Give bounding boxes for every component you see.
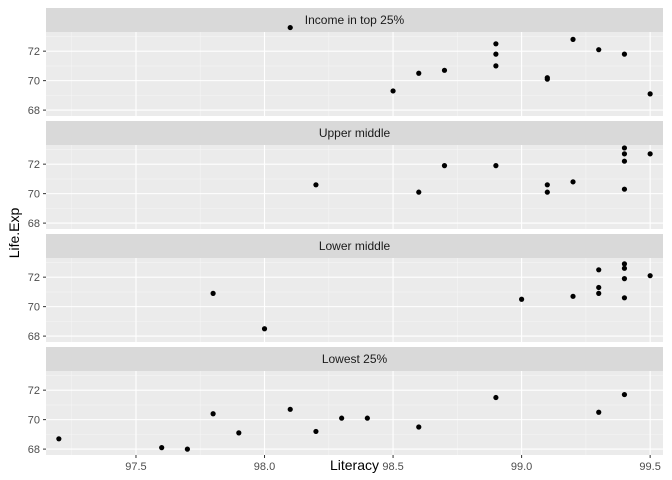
facet-strip-label: Income in top 25% [305, 13, 405, 27]
panels-layer: Income in top 25% 68 70 72 Upper middle 68 70 7… [28, 8, 663, 456]
data-point [621, 265, 628, 271]
data-point [159, 445, 165, 451]
data-point [544, 182, 550, 188]
x-axis-title: Literacy [330, 457, 379, 473]
data-point [596, 290, 602, 296]
panel-background [46, 258, 663, 342]
data-point [570, 293, 576, 299]
data-point [647, 91, 653, 97]
data-point [493, 163, 499, 169]
facet-strip [46, 121, 663, 145]
data-point [621, 145, 628, 151]
data-point [596, 409, 602, 415]
y-tick-label: 70 [28, 302, 40, 314]
data-point [621, 151, 628, 157]
data-point [621, 295, 628, 301]
y-tick-label: 68 [28, 444, 40, 456]
data-point [493, 394, 499, 401]
y-tick-label: 72 [28, 46, 40, 58]
facet-strip [46, 347, 663, 371]
facet-panel: Upper middle 68 70 72 [28, 121, 663, 230]
data-point [544, 76, 550, 82]
data-point [56, 436, 62, 442]
data-point [416, 424, 422, 430]
y-tick-label: 72 [28, 159, 40, 171]
facet-strip-label: Upper middle [319, 126, 391, 140]
panel-background [46, 371, 663, 455]
x-tick-label: 98.5 [382, 461, 403, 473]
y-tick-label: 70 [28, 76, 40, 88]
data-point [621, 186, 628, 192]
data-point [210, 290, 216, 296]
data-point [416, 70, 422, 76]
data-point [261, 326, 268, 332]
data-point [544, 189, 550, 195]
panel-background [46, 145, 663, 229]
data-point [236, 430, 242, 436]
data-point [519, 296, 525, 302]
facet-panel: Lowest 25% 68 70 72 [28, 347, 663, 456]
data-point [647, 151, 653, 157]
data-point [596, 47, 602, 53]
y-tick-label: 68 [28, 218, 40, 230]
y-tick-label: 70 [28, 415, 40, 427]
y-tick-label: 68 [28, 331, 40, 343]
panel-background [46, 32, 663, 116]
data-point [493, 51, 499, 57]
data-point [339, 415, 345, 421]
data-point [647, 273, 653, 279]
y-tick-label: 72 [28, 272, 40, 284]
data-point [621, 158, 628, 164]
y-tick-label: 68 [28, 105, 40, 117]
data-point [287, 24, 293, 31]
data-point [596, 267, 602, 273]
data-point [313, 428, 319, 435]
data-point [313, 182, 319, 188]
facet-strip [46, 8, 663, 32]
facet-strip-label: Lower middle [319, 239, 391, 253]
data-point [210, 411, 216, 417]
x-axis: 97.5 98.0 98.5 99.0 99.5 [125, 455, 661, 473]
data-point [570, 36, 576, 42]
data-point [441, 67, 448, 73]
x-tick-label: 99.0 [511, 461, 532, 473]
data-point [621, 51, 628, 57]
y-tick-label: 72 [28, 385, 40, 397]
data-point [493, 63, 499, 69]
facet-panel: Income in top 25% 68 70 72 [28, 8, 663, 117]
data-point [441, 163, 448, 169]
data-point [390, 88, 396, 94]
data-point [493, 41, 499, 47]
facet-strip-label: Lowest 25% [322, 352, 388, 366]
data-point [184, 446, 190, 452]
data-point [570, 179, 576, 185]
data-point [596, 284, 602, 291]
data-point [364, 415, 370, 421]
x-tick-label: 98.0 [254, 461, 275, 473]
x-tick-label: 97.5 [125, 461, 146, 473]
data-point [416, 189, 422, 195]
data-point [621, 391, 628, 398]
data-point [287, 406, 293, 412]
y-tick-label: 70 [28, 189, 40, 201]
x-tick-label: 99.5 [639, 461, 660, 473]
data-point [621, 276, 628, 282]
facet-panel: Lower middle 68 70 72 [28, 234, 663, 343]
y-axis-title: Life.Exp [6, 207, 22, 258]
data-point [621, 261, 628, 267]
facet-strip [46, 234, 663, 258]
